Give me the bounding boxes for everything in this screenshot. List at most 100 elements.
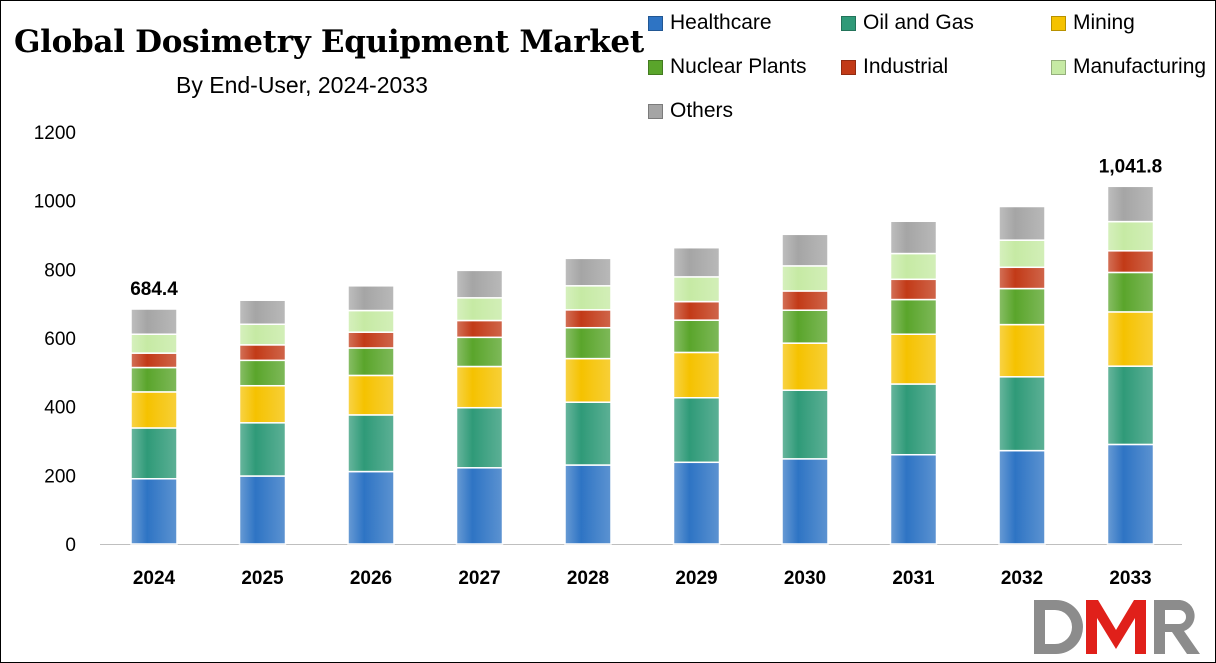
legend-item: Oil and Gas [841,10,974,36]
bar-segment [130,366,178,393]
bar-segment [455,406,504,469]
bar-segment [564,357,612,403]
bar-group-2025 [238,299,287,545]
bar-segment [781,342,829,391]
x-tick-label: 2031 [892,568,935,589]
x-tick-label: 2028 [567,568,609,589]
bar-segment [347,470,395,545]
bar-segment [347,309,395,333]
bar-group-2031 [889,220,938,545]
bar-segment [672,351,721,399]
legend-item: Manufacturing [1051,54,1206,80]
x-tick-label: 2032 [1001,568,1043,589]
bar-segment [238,384,287,424]
chart-subtitle: By End-User, 2024-2033 [176,72,428,98]
x-tick-label: 2027 [458,568,500,589]
legend-item: Others [648,98,733,124]
bar-segment [130,478,178,545]
bar-segment [781,265,829,292]
bar-segment [238,422,287,477]
bar-segment [672,396,721,464]
bar-segment [889,220,938,255]
bar-segment [238,323,287,346]
bar-segment [781,309,829,344]
bar-group-2026 [347,285,395,545]
bar-segment [564,326,612,360]
x-tick-label: 2024 [133,568,176,589]
bar-segment [889,383,938,456]
x-tick-label: 2033 [1109,568,1151,589]
bar-segment [130,308,178,335]
x-tick-label: 2026 [350,568,392,589]
y-tick-label: 200 [44,466,76,487]
x-tick-label: 2029 [675,568,717,589]
bar-segment [672,319,721,354]
y-tick-label: 800 [44,260,76,281]
bar-segment [998,266,1046,290]
bar-segment [889,333,938,385]
y-tick-label: 400 [44,398,76,419]
bar-segment [672,246,721,278]
bar-segment [1106,250,1155,274]
y-tick-label: 0 [65,535,76,556]
legend-label: Manufacturing [1073,55,1207,78]
legend-swatch [1051,59,1066,75]
bar-segment [998,287,1046,326]
legend-label: Healthcare [670,11,772,34]
bar-segment [998,239,1046,269]
bar-segment [455,269,504,299]
x-tick-label: 2025 [241,568,284,589]
bar-segment [130,333,178,354]
bar-segment [238,359,287,387]
bar-segment [455,336,504,368]
bar-group-2027 [455,269,504,545]
data-label: 684.4 [130,279,178,300]
chart-legend: Healthcare Oil and Gas Mining Nuclear Plant… [648,10,1216,130]
legend-swatch [1051,15,1066,31]
data-label: 1,041.8 [1099,156,1162,177]
bar-segment [347,414,395,473]
y-tick-label: 1200 [34,123,76,144]
bar-group-2033 [1106,185,1155,545]
legend-label: Others [670,99,734,122]
bar-segment [564,464,612,545]
legend-item: Nuclear Plants [648,54,807,80]
bar-segment [889,278,938,301]
legend-label: Oil and Gas [863,11,974,34]
bar-segment [889,453,938,545]
legend-swatch [648,103,663,119]
bar-segment [889,298,938,335]
bar-segment [238,475,287,545]
bar-group-2030 [781,233,829,545]
bar-segment [1106,365,1155,446]
bar-segment [672,300,721,321]
legend-swatch [648,15,663,31]
y-tick-label: 600 [44,329,76,350]
dmr-logo [1034,600,1200,654]
bar-segment [455,297,504,322]
bar-segment [1106,271,1155,313]
bar-segment [347,285,395,312]
bar-segment [672,276,721,303]
bar-segment [1106,443,1155,545]
bar-segment [130,427,178,480]
bar-segment [347,331,395,349]
bar-segment [130,352,178,369]
bar-segment [1106,220,1155,252]
legend-label: Nuclear Plants [670,55,807,78]
bar-segment [889,252,938,281]
bar-segment [781,389,829,460]
legend-label: Mining [1073,11,1135,34]
legend-label: Industrial [863,55,949,78]
bar-group-2032 [998,205,1046,545]
legend-swatch [648,59,663,75]
bar-segment [564,285,612,311]
bar-segment [998,449,1046,545]
bar-segment [998,205,1046,241]
x-tick-label: 2030 [784,568,826,589]
bar-group-2028 [564,257,612,545]
bar-segment [564,309,612,329]
bar-segment [347,347,395,377]
bar-group-2029 [672,246,721,545]
